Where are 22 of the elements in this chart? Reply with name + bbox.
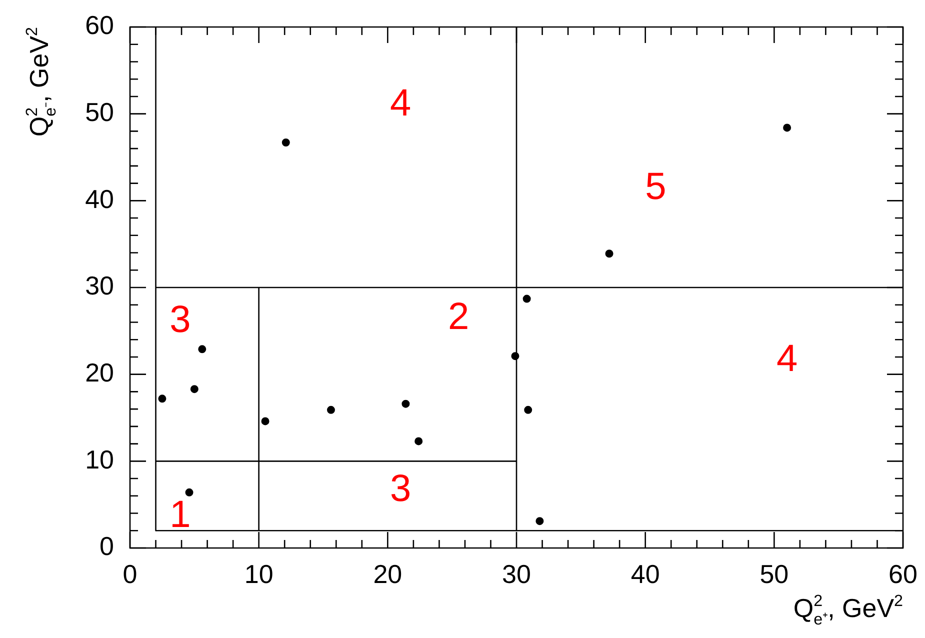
x-tick-label: 30 xyxy=(502,558,531,589)
x-tick-label: 40 xyxy=(630,558,660,589)
y-tick-label: 40 xyxy=(85,184,114,214)
x-tick-label: 50 xyxy=(760,558,789,589)
annotation: 3 xyxy=(170,298,191,341)
y-tick-label: 10 xyxy=(85,444,114,474)
x-tick-label: 60 xyxy=(888,558,918,589)
y-axis-title: Q2e⁻, GeV2 xyxy=(23,26,60,137)
annotation: 4 xyxy=(390,82,412,125)
y-tick-label: 30 xyxy=(85,270,114,301)
annotation: 2 xyxy=(448,296,470,338)
y-tick-label: 60 xyxy=(85,10,114,40)
x-tick-label: 0 xyxy=(122,558,138,589)
y-tick-label: 50 xyxy=(85,97,114,128)
annotation: 3 xyxy=(390,468,412,510)
y-tick-label: 0 xyxy=(100,531,114,562)
annotation: 4 xyxy=(776,338,798,380)
x-tick-label: 20 xyxy=(373,558,402,589)
annotation: 5 xyxy=(645,166,666,208)
annotation: 1 xyxy=(170,494,191,536)
x-tick-label: 10 xyxy=(244,558,274,589)
y-tick-label: 20 xyxy=(85,358,114,388)
